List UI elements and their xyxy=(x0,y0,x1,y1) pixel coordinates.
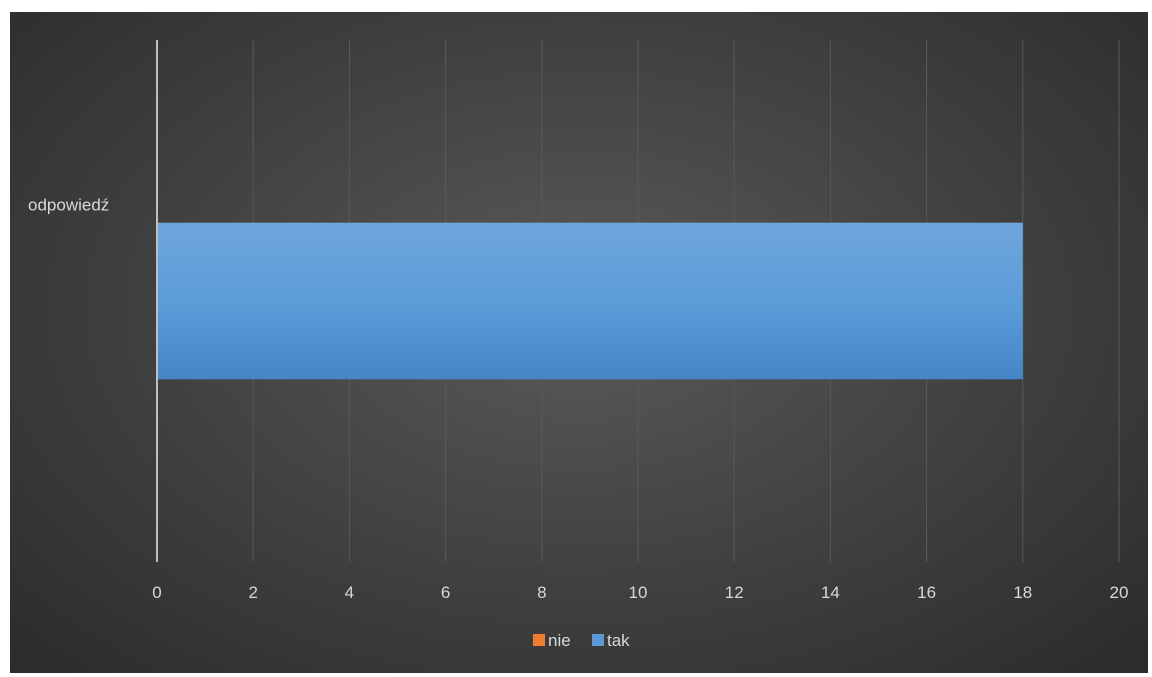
y-axis-category-labels: odpowiedź xyxy=(28,196,109,215)
x-tick-label: 4 xyxy=(345,583,354,602)
x-tick-label: 12 xyxy=(725,583,744,602)
x-tick-label: 6 xyxy=(441,583,450,602)
bars xyxy=(157,222,1023,380)
legend-swatch-tak xyxy=(592,634,604,646)
x-tick-label: 0 xyxy=(152,583,161,602)
category-label: odpowiedź xyxy=(28,196,109,215)
bar-tak xyxy=(157,222,1023,380)
bar-chart: 0 2 4 6 8 10 12 14 16 18 20 odpowiedź nie tak xyxy=(28,40,1128,650)
x-tick-label: 14 xyxy=(821,583,840,602)
x-tick-label: 8 xyxy=(537,583,546,602)
chart-area: 0 2 4 6 8 10 12 14 16 18 20 odpowiedź nie tak xyxy=(10,12,1148,673)
x-tick-label: 18 xyxy=(1013,583,1032,602)
legend-label-nie: nie xyxy=(548,631,571,650)
legend-swatch-nie xyxy=(533,634,545,646)
x-tick-label: 10 xyxy=(629,583,648,602)
legend: nie tak xyxy=(533,631,630,650)
legend-label-tak: tak xyxy=(607,631,630,650)
x-tick-label: 2 xyxy=(248,583,257,602)
x-tick-label: 20 xyxy=(1110,583,1129,602)
x-axis-tick-labels: 0 2 4 6 8 10 12 14 16 18 20 xyxy=(152,583,1128,602)
x-tick-label: 16 xyxy=(917,583,936,602)
